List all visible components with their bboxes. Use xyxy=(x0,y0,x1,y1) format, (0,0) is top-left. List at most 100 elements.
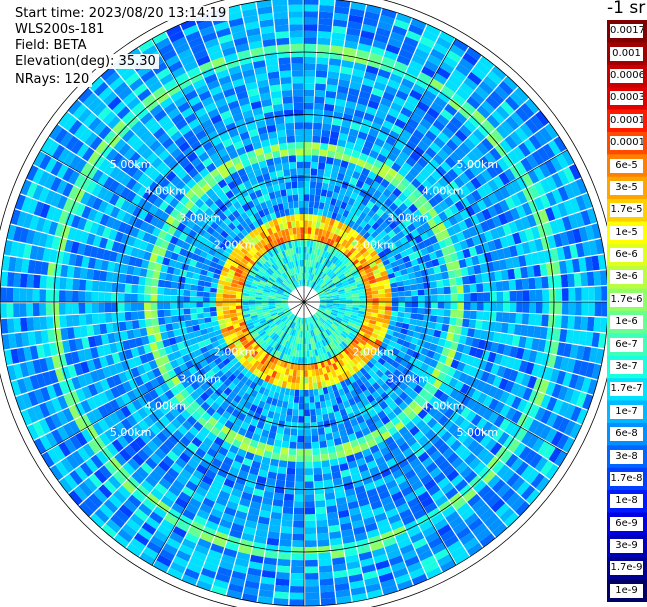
heatmap-cell xyxy=(203,312,211,318)
heatmap-cell xyxy=(309,350,313,357)
heatmap-cell xyxy=(304,43,317,51)
heatmap-cell xyxy=(365,522,378,533)
heatmap-cell xyxy=(131,320,140,330)
heatmap-cell xyxy=(428,536,443,549)
heatmap-cell xyxy=(197,313,205,319)
heatmap-cell xyxy=(319,306,326,310)
heatmap-cell xyxy=(290,586,304,593)
heatmap-cell xyxy=(384,420,395,431)
heatmap-cell xyxy=(308,383,314,390)
heatmap-cell xyxy=(320,584,335,593)
heatmap-cell xyxy=(496,365,506,378)
heatmap-cell xyxy=(428,321,437,330)
heatmap-cell xyxy=(391,561,406,573)
heatmap-cell xyxy=(331,550,345,559)
heatmap-cell xyxy=(497,431,510,446)
heatmap-cell xyxy=(291,70,304,77)
heatmap-cell xyxy=(454,415,466,427)
heatmap-cell xyxy=(327,371,334,380)
heatmap-cell xyxy=(429,467,442,479)
heatmap-cell xyxy=(278,182,286,191)
heatmap-cell xyxy=(321,407,328,415)
heatmap-cell xyxy=(264,484,275,493)
heatmap-cell xyxy=(492,479,506,493)
heatmap-cell xyxy=(304,115,313,123)
heatmap-cell xyxy=(324,393,331,401)
heatmap-cell xyxy=(335,361,342,369)
heatmap-cell xyxy=(388,401,398,411)
heatmap-cell xyxy=(276,571,290,580)
heatmap-cell xyxy=(552,399,564,414)
heatmap-cell xyxy=(331,384,338,392)
heatmap-cell xyxy=(343,420,352,430)
heatmap-cell xyxy=(601,302,608,317)
heatmap-cell xyxy=(286,408,293,416)
heatmap-cell xyxy=(354,485,366,495)
heatmap-cell xyxy=(263,388,271,397)
heatmap-cell xyxy=(576,345,585,360)
heatmap-cell xyxy=(304,317,307,325)
heatmap-cell xyxy=(487,474,501,489)
heatmap-cell xyxy=(317,545,331,554)
heatmap-cell xyxy=(224,435,235,445)
heatmap-cell xyxy=(139,552,156,566)
heatmap-cell xyxy=(302,337,304,345)
heatmap-cell xyxy=(242,295,249,300)
heatmap-cell xyxy=(470,377,481,389)
heatmap-cell xyxy=(255,529,268,538)
heatmap-cell xyxy=(563,387,575,403)
heatmap-cell xyxy=(293,520,304,528)
heatmap-cell xyxy=(246,574,261,583)
heatmap-cell xyxy=(348,332,356,339)
heatmap-cell xyxy=(391,447,402,458)
heatmap-cell xyxy=(332,331,339,339)
heatmap-cell xyxy=(137,294,145,302)
heatmap-cell xyxy=(247,395,256,404)
heatmap-cell xyxy=(546,412,558,428)
heatmap-cell xyxy=(298,324,301,331)
heatmap-cell xyxy=(539,326,548,340)
heatmap-cell xyxy=(217,315,225,321)
heatmap-cell xyxy=(184,314,192,321)
heatmap-cell xyxy=(294,207,299,215)
heatmap-cell xyxy=(308,207,314,215)
heatmap-cell xyxy=(314,395,320,403)
heatmap-cell xyxy=(0,287,7,302)
heatmap-cell xyxy=(324,103,335,112)
heatmap-cell xyxy=(518,446,532,461)
heatmap-cell xyxy=(290,428,298,436)
heatmap-cell xyxy=(336,450,346,459)
heatmap-cell xyxy=(317,208,324,216)
heatmap-cell xyxy=(458,372,469,383)
heatmap-cell xyxy=(323,479,334,488)
heatmap-cell xyxy=(293,96,304,103)
heatmap-cell xyxy=(223,289,230,295)
heatmap-cell xyxy=(252,368,260,376)
heatmap-cell xyxy=(319,578,334,586)
heatmap-cell xyxy=(358,392,367,401)
heatmap-cell xyxy=(333,376,340,384)
heatmap-cell xyxy=(380,327,388,334)
heatmap-cell xyxy=(402,447,414,458)
heatmap-cell xyxy=(242,436,252,446)
heatmap-cell xyxy=(364,311,372,316)
heatmap-cell xyxy=(442,447,455,460)
heatmap-cell xyxy=(277,44,290,52)
heatmap-cell xyxy=(314,89,326,98)
heatmap-cell xyxy=(404,555,420,567)
heatmap-cell xyxy=(404,520,419,532)
heatmap-cell xyxy=(340,380,347,389)
heatmap-cell xyxy=(359,349,368,357)
heatmap-cell xyxy=(223,547,238,558)
heatmap-cell xyxy=(288,321,293,328)
heatmap-cell xyxy=(348,360,356,368)
heatmap-cell xyxy=(221,512,235,523)
heatmap-cell xyxy=(287,334,292,342)
heatmap-cell xyxy=(396,338,405,346)
heatmap-cell xyxy=(224,420,234,430)
heatmap-cell xyxy=(269,518,282,527)
heatmap-cell xyxy=(351,357,359,366)
heatmap-cell xyxy=(226,472,238,482)
heatmap-cell xyxy=(270,363,277,371)
